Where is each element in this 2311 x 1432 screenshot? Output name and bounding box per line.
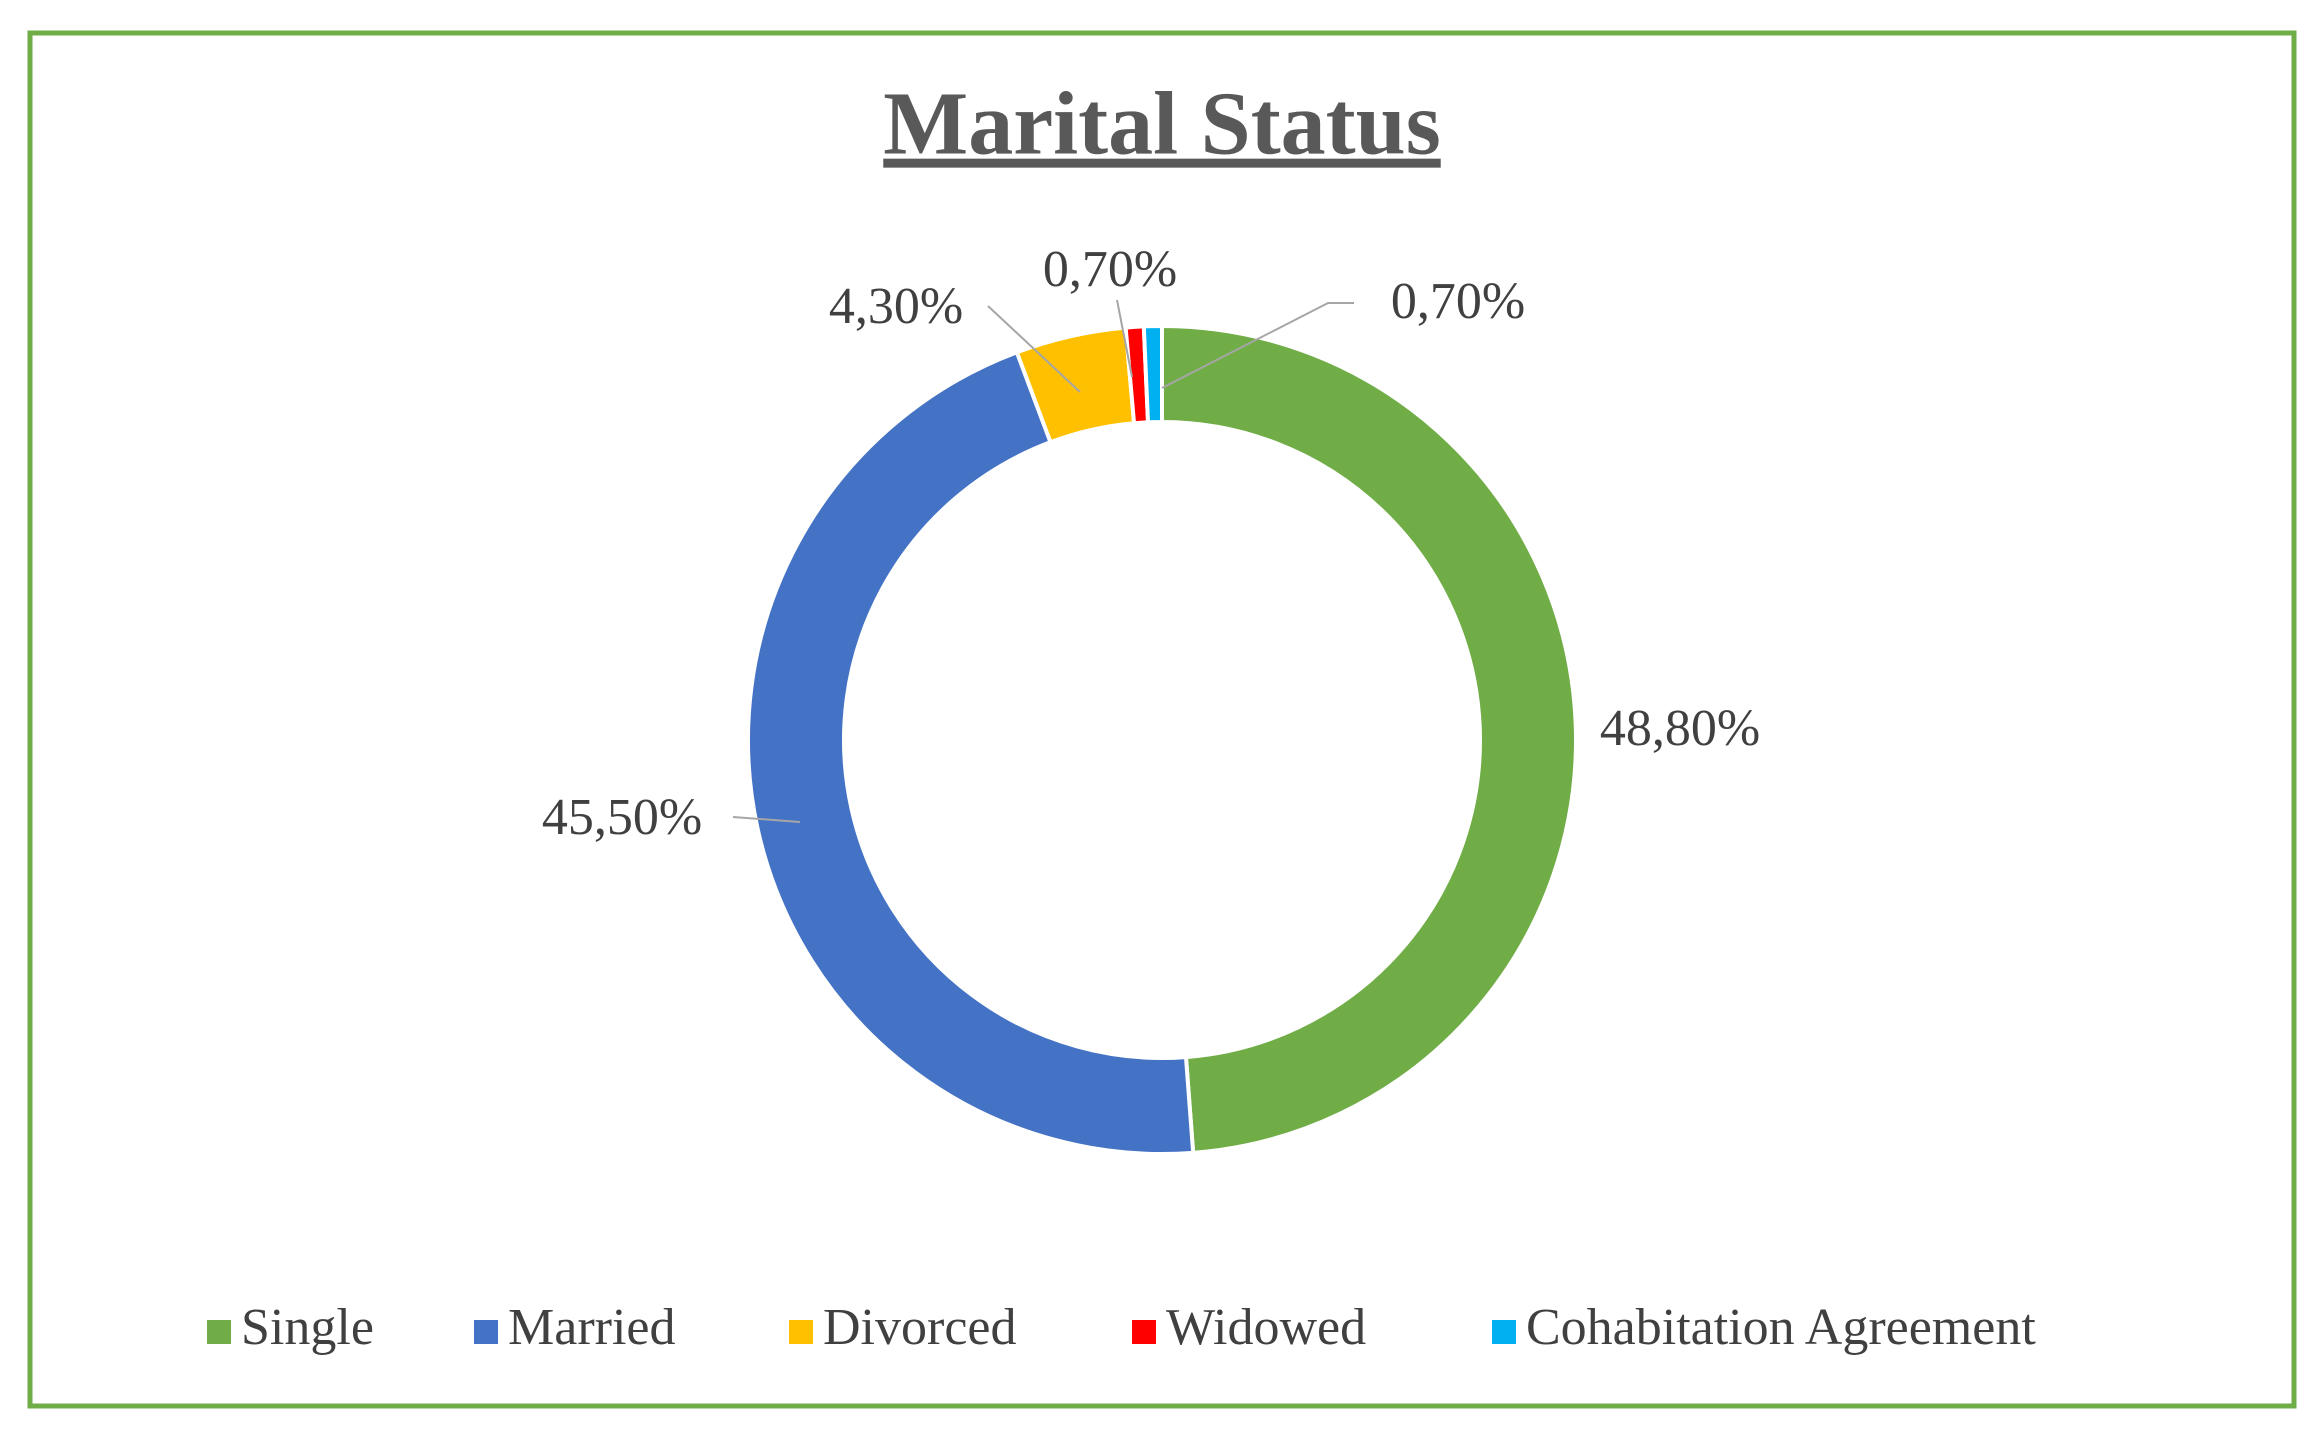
leader-line	[732, 816, 801, 823]
legend-swatch	[474, 1320, 498, 1344]
data-label: 0,70%	[1043, 241, 1177, 298]
data-label: 45,50%	[542, 789, 702, 846]
donut-slice	[1141, 323, 1164, 425]
legend-label: Married	[508, 1299, 675, 1356]
legend-swatch	[1492, 1320, 1516, 1344]
chart-border	[27, 30, 2297, 1409]
chart-title: Marital Status	[883, 75, 1440, 174]
data-label: 48,80%	[1600, 700, 1760, 757]
leader-line	[987, 305, 1081, 393]
leader-line	[1116, 299, 1133, 378]
leader-line	[1161, 302, 1354, 389]
data-label: 4,30%	[829, 278, 963, 335]
legend-swatch	[789, 1320, 813, 1344]
donut-slice	[746, 349, 1196, 1156]
legend-label: Single	[241, 1299, 374, 1356]
legend-label: Cohabitation Agreement	[1526, 1299, 2036, 1356]
donut-slice	[1160, 323, 1578, 1155]
data-label: 0,70%	[1391, 273, 1525, 330]
legend-swatch	[207, 1320, 231, 1344]
legend-label: Widowed	[1166, 1299, 1366, 1356]
legend-label: Divorced	[823, 1299, 1016, 1356]
legend-swatch	[1132, 1320, 1156, 1344]
